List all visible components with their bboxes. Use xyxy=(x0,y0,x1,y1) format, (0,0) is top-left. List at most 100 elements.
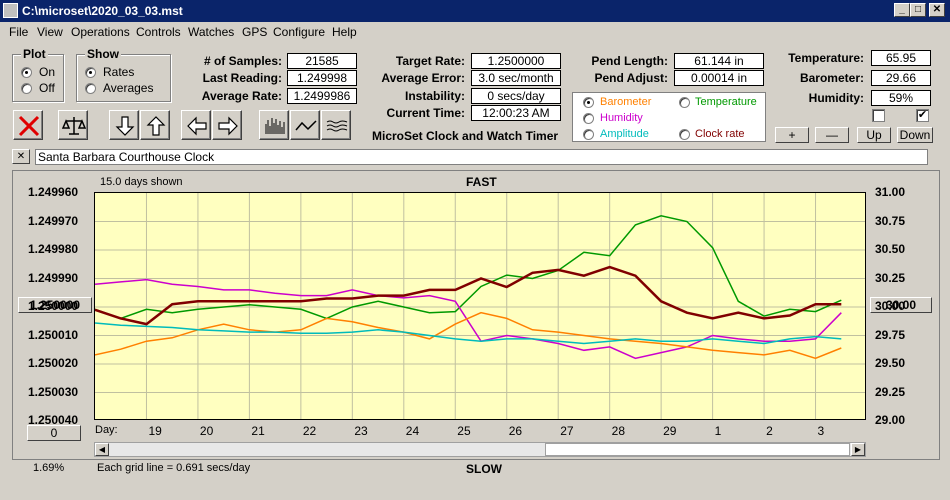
clock-rate-radio[interactable] xyxy=(679,129,690,140)
red-x-icon xyxy=(18,115,40,137)
day-label: Day: xyxy=(95,424,118,436)
series-humidity xyxy=(95,278,842,360)
stop-button[interactable] xyxy=(13,110,43,140)
menu-operations[interactable]: Operations xyxy=(71,25,130,39)
humidity-option-label: Humidity xyxy=(600,112,643,124)
show-averages-radio[interactable] xyxy=(85,83,96,94)
chart-plot-area[interactable] xyxy=(94,192,866,420)
y-left-tick-label: 1.250020 xyxy=(28,356,79,370)
noise-button[interactable] xyxy=(321,110,351,140)
histogram-button[interactable] xyxy=(259,110,289,140)
up-button[interactable]: Up xyxy=(857,127,891,143)
minimize-button[interactable]: _ xyxy=(894,3,910,17)
series-barometer xyxy=(95,311,842,360)
y-right-tick-label: 29.25 xyxy=(875,384,906,399)
arrow-left-button[interactable] xyxy=(181,110,211,140)
y-left-tick-label: 1.249980 xyxy=(28,242,79,256)
histogram-icon xyxy=(265,118,285,134)
amplitude-option-label: Amplitude xyxy=(600,128,649,140)
minus-button[interactable]: — xyxy=(815,127,849,143)
plot-on-label: On xyxy=(39,65,56,79)
humidity-radio[interactable] xyxy=(583,113,594,124)
menu-help[interactable]: Help xyxy=(332,25,357,39)
y-left-tick-label: 1.250010 xyxy=(28,327,79,342)
current-time-value: 12:00:23 AM xyxy=(471,105,561,121)
arrow-right-icon xyxy=(218,116,238,136)
chart-scrollbar[interactable]: ◀ ▶ xyxy=(94,442,866,457)
right-axis-button[interactable]: 30.00 xyxy=(870,297,932,313)
menu-configure[interactable]: Configure xyxy=(273,25,326,39)
clock-name-field[interactable]: Santa Barbara Courthouse Clock xyxy=(35,149,928,165)
x-tick-label: 26 xyxy=(508,424,523,438)
overlay-checkbox-2[interactable]: ✔ xyxy=(916,109,929,122)
scroll-left-arrow[interactable]: ◀ xyxy=(95,443,109,456)
plot-group-title: Plot xyxy=(21,47,48,61)
menu-gps[interactable]: GPS xyxy=(242,25,268,39)
series-clock-rate xyxy=(95,265,842,326)
temperature-value: 65.95 xyxy=(871,50,931,66)
current-time-label: Current Time: xyxy=(386,106,465,120)
scale-icon xyxy=(62,117,86,135)
scroll-right-arrow[interactable]: ▶ xyxy=(851,443,865,456)
menu-controls[interactable]: Controls xyxy=(136,25,181,39)
plus-button[interactable]: + xyxy=(775,127,809,143)
clear-clock-button[interactable]: ✕ xyxy=(12,149,30,164)
y-right-tick-label: 29.00 xyxy=(875,413,906,427)
x-tick-label: 28 xyxy=(611,424,626,438)
arrow-left-icon xyxy=(187,116,207,136)
left-axis-button[interactable]: 1.250000 xyxy=(18,297,92,313)
overlay-checkbox-1[interactable] xyxy=(872,109,885,122)
wave-button[interactable] xyxy=(290,110,320,140)
maximize-button[interactable]: □ xyxy=(910,3,926,17)
temperature-label: Temperature: xyxy=(788,51,864,65)
barometer-value: 29.66 xyxy=(871,70,931,86)
slow-label: SLOW xyxy=(466,462,502,476)
plot-off-radio[interactable] xyxy=(21,83,32,94)
noise-waves-icon xyxy=(326,120,348,132)
barometer-option-label: Barometer xyxy=(600,96,652,108)
y-right-tick-label: 29.50 xyxy=(875,356,906,370)
average-error-label: Average Error: xyxy=(381,71,465,85)
balance-button[interactable] xyxy=(58,110,88,140)
series-temperature xyxy=(95,215,842,320)
days-shown-label: 15.0 days shown xyxy=(100,176,183,188)
menu-watches[interactable]: Watches xyxy=(188,25,235,39)
arrow-up-icon xyxy=(146,116,166,136)
overlay-select-group: Barometer Temperature Humidity Amplitude… xyxy=(572,92,766,142)
offset-button[interactable]: 0 xyxy=(27,425,81,441)
y-right-tick-label: 29.75 xyxy=(875,327,906,342)
amplitude-radio[interactable] xyxy=(583,129,594,140)
x-tick-label: 27 xyxy=(560,424,574,438)
pend-adjust-value: 0.00014 in xyxy=(674,70,764,86)
menu-view[interactable]: View xyxy=(37,25,63,39)
x-tick-label: 19 xyxy=(148,424,162,438)
instability-label: Instability: xyxy=(404,89,465,103)
pend-adjust-label: Pend Adjust: xyxy=(594,71,668,85)
x-tick-label: 2 xyxy=(766,424,773,438)
arrow-down-button[interactable] xyxy=(109,110,139,140)
average-rate-label: Average Rate: xyxy=(201,89,282,103)
temperature-radio[interactable] xyxy=(679,97,690,108)
target-rate-value[interactable]: 1.2500000 xyxy=(471,53,561,69)
down-button[interactable]: Down xyxy=(897,127,933,143)
pend-length-value[interactable]: 61.144 in xyxy=(674,53,764,69)
close-button[interactable]: ✕ xyxy=(929,3,945,17)
plot-on-radio[interactable] xyxy=(21,67,32,78)
arrow-right-button[interactable] xyxy=(212,110,242,140)
grid-note-label: Each grid line = 0.691 secs/day xyxy=(97,462,251,474)
y-right-tick-label: 31.00 xyxy=(875,185,906,199)
menu-file[interactable]: File xyxy=(9,25,29,39)
show-group-title: Show xyxy=(85,47,121,61)
title-bar: C:\microset\2020_03_03.mst _ □ ✕ xyxy=(0,0,950,22)
x-tick-label: 24 xyxy=(405,424,420,438)
average-rate-value: 1.2499986 xyxy=(287,88,357,104)
scroll-thumb[interactable] xyxy=(545,443,850,456)
x-tick-label: 25 xyxy=(457,424,471,438)
arrow-up-button[interactable] xyxy=(140,110,170,140)
show-rates-radio[interactable] xyxy=(85,67,96,78)
barometer-radio[interactable] xyxy=(583,97,594,108)
arrow-down-icon xyxy=(115,116,135,136)
x-tick-label: 21 xyxy=(251,424,265,438)
app-icon xyxy=(3,3,18,18)
pend-length-label: Pend Length: xyxy=(591,54,668,68)
